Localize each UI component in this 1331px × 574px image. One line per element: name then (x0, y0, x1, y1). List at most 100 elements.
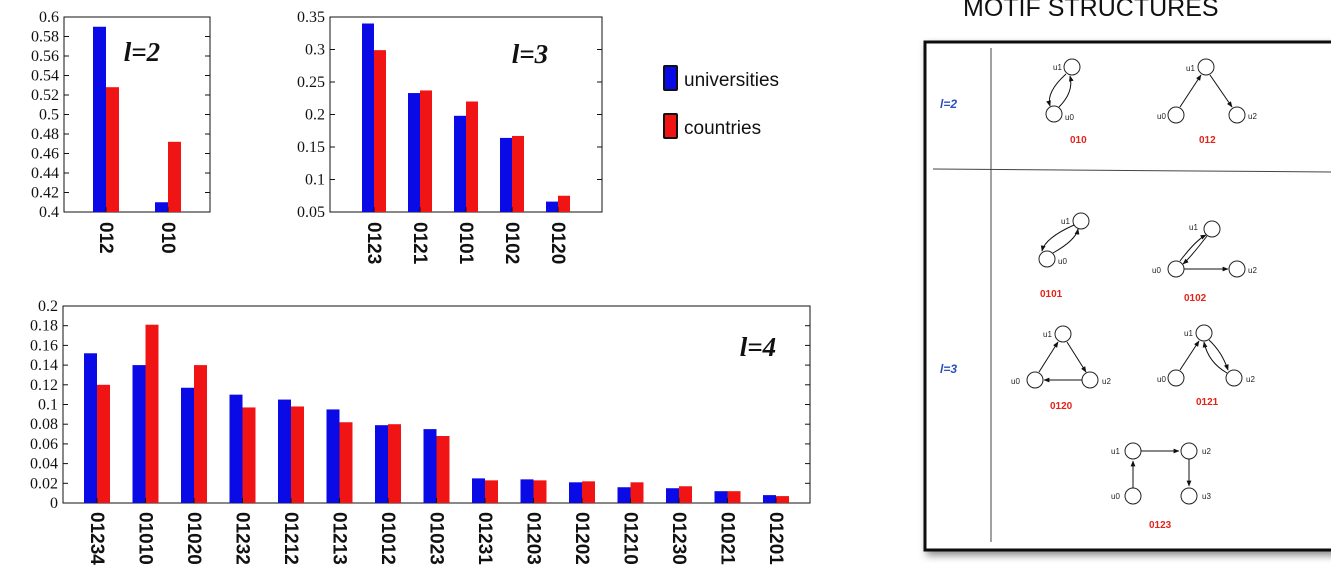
category-label: 0121 (409, 222, 430, 265)
bar-countries-01234 (97, 384, 110, 503)
y-tick-label: 0.3 (305, 42, 325, 59)
bar-countries-0120 (558, 195, 570, 212)
bar-countries-01210 (630, 482, 644, 503)
node-u0 (1167, 106, 1185, 124)
category-label: 01203 (523, 512, 544, 565)
bar-universities-0121 (408, 93, 420, 212)
legend-label-universities: universities (684, 70, 779, 91)
node-label: u0 (1157, 375, 1166, 384)
bar-countries-01201 (776, 496, 789, 503)
bar-countries-01212 (291, 406, 304, 503)
bar-universities-0123 (362, 23, 374, 212)
bar-universities-01230 (666, 488, 679, 503)
bar-countries-01231 (485, 480, 498, 503)
bar-universities-010 (155, 202, 168, 212)
edge (1058, 75, 1074, 108)
motif-name: 0121 (1196, 397, 1219, 408)
bar-countries-01012 (388, 424, 401, 503)
motif-0102: u1 u0 u2 0102 (1152, 220, 1257, 304)
edge (1038, 341, 1059, 373)
bar-universities-01203 (520, 479, 534, 503)
bar-countries-01023 (436, 436, 450, 503)
category-label: 01230 (668, 512, 689, 565)
node-label: u1 (1053, 63, 1062, 72)
node-u3 (1180, 487, 1198, 505)
plot-label: l=3 (512, 39, 548, 69)
node-label: u1 (1043, 330, 1052, 339)
y-tick-label: 0.1 (305, 172, 325, 189)
bar-countries-01202 (582, 481, 595, 503)
node-label: u0 (1152, 266, 1161, 275)
y-tick-label: 0.35 (297, 9, 325, 26)
category-label: 01234 (86, 512, 107, 565)
bar-universities-01202 (569, 482, 582, 503)
y-tick-label: 0.08 (30, 416, 58, 433)
bar-countries-012 (106, 87, 119, 212)
bar-countries-01230 (679, 486, 692, 503)
y-tick-label: 0.4 (39, 204, 59, 221)
node-label: u1 (1186, 64, 1195, 73)
y-tick-label: 0.04 (30, 456, 58, 473)
category-label: 01210 (620, 512, 641, 565)
category-label: 01201 (765, 512, 786, 565)
node-label: u2 (1246, 375, 1255, 384)
node-u2 (1228, 260, 1246, 278)
node-u0 (1038, 250, 1056, 268)
y-tick-label: 0.44 (31, 165, 59, 182)
motif-012: u1 u0 u2 012 (1157, 58, 1257, 146)
node-u0 (1026, 371, 1044, 389)
edge (1052, 228, 1080, 254)
bar-universities-0101 (454, 115, 466, 212)
row-label-l3: l=3 (940, 362, 957, 376)
edge (1046, 73, 1067, 107)
node-u1 (1063, 58, 1081, 76)
motif-0120: u1 u0 u2 0120 (1011, 325, 1111, 412)
motif-010: u1 u0 010 (1045, 58, 1087, 146)
category-label: 01023 (426, 512, 447, 565)
y-tick-label: 0.02 (30, 475, 58, 492)
bar-universities-01021 (714, 491, 728, 503)
node-label: u0 (1058, 257, 1067, 266)
node-label: u1 (1111, 447, 1120, 456)
node-u2 (1225, 369, 1243, 387)
bar-universities-0102 (500, 137, 512, 212)
bar-universities-01201 (763, 495, 776, 503)
y-tick-label: 0.1 (38, 397, 58, 414)
y-tick-label: 0.14 (30, 357, 58, 374)
bar-universities-01234 (84, 353, 97, 503)
edge (1182, 235, 1208, 265)
y-tick-label: 0.6 (39, 9, 59, 26)
legend-swatch-universities (663, 65, 678, 91)
motif-panel-frame (923, 40, 1331, 552)
node-label: u2 (1248, 266, 1257, 275)
category-label: 01021 (717, 512, 738, 565)
category-label: 01202 (571, 512, 592, 565)
category-label: 012 (95, 222, 116, 254)
bar-universities-01231 (472, 478, 485, 503)
motif-name: 0101 (1040, 289, 1063, 300)
bar-countries-01203 (533, 480, 547, 503)
node-u0 (1167, 369, 1185, 387)
plot-label: l=2 (124, 37, 160, 67)
node-u1 (1203, 220, 1221, 238)
plot-frame (63, 16, 211, 213)
bar-countries-010 (168, 141, 181, 212)
edge (1202, 341, 1228, 374)
node-label: u1 (1189, 223, 1198, 232)
category-label: 0101 (455, 222, 476, 265)
legend: universities countries (663, 65, 779, 139)
category-label: 01020 (183, 512, 204, 565)
y-tick-label: 0.16 (30, 337, 58, 354)
node-u2 (1081, 371, 1099, 389)
chart-l2: 0.4 0.42 0.44 0.46 0.48 0.5 0.52 0.54 0.56 0.58 0.… (31, 9, 211, 254)
motif-name: 012 (1199, 135, 1216, 146)
y-tick-label: 0.56 (31, 48, 59, 65)
edge (1208, 339, 1229, 371)
bar-countries-01213 (339, 422, 353, 503)
bar-universities-01212 (278, 399, 291, 503)
bar-universities-01023 (423, 429, 437, 503)
category-label: 01010 (135, 512, 156, 565)
motif-name: 010 (1070, 135, 1087, 146)
edge (1040, 224, 1075, 252)
